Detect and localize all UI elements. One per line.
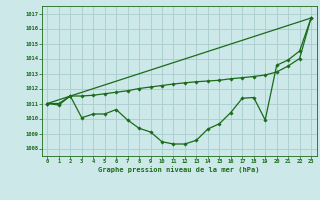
X-axis label: Graphe pression niveau de la mer (hPa): Graphe pression niveau de la mer (hPa) bbox=[99, 166, 260, 173]
